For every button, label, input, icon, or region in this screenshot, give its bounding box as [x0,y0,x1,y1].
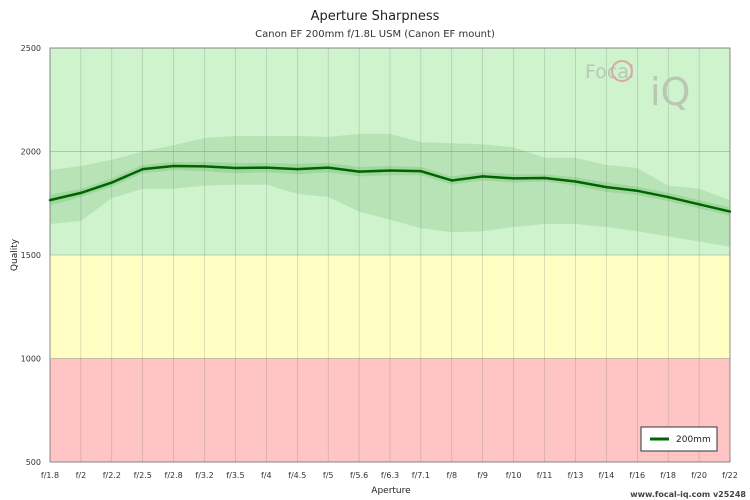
zone-1 [50,255,730,359]
data-point [172,164,175,168]
inner-band [50,161,730,216]
data-point [605,185,608,189]
x-tick-label: f/4 [261,471,272,480]
data-point [48,198,52,202]
x-tick-label: f/5.6 [350,471,368,480]
data-point [357,170,361,173]
x-tick-label: f/22 [722,471,738,480]
footer-credit: www.focal-iq.com v25248 [630,490,746,499]
data-point [110,181,114,184]
logo-brand-b: iQ [650,70,690,114]
x-tick-label: f/8 [447,471,458,480]
x-tick-label: f/16 [629,471,645,480]
x-tick-label: f/5 [323,471,334,480]
data-point [450,179,454,182]
data-point [388,169,392,172]
logo-brand-a: Focal [585,61,634,83]
legend-label-200mm: 200mm [676,435,711,445]
x-tick-label: f/2.5 [134,471,152,480]
x-tick-label: f/1.8 [41,471,59,480]
data-point [79,191,83,195]
x-tick-label: f/6.3 [381,471,399,480]
x-tick-label: f/20 [691,471,707,480]
data-point [234,166,237,170]
zone-0 [50,358,730,462]
data-point [666,195,670,199]
x-tick-label: f/14 [599,471,615,480]
x-tick-label: f/2.8 [165,471,183,480]
x-tick-label: f/11 [537,471,553,480]
y-tick-labels: 500 1000 1500 2000 2500 [21,44,41,467]
data-point [543,176,546,180]
x-tick-label: f/3.2 [195,471,213,480]
x-tick-label: f/4.5 [288,471,306,480]
data-point [203,165,206,168]
x-tick-label: f/13 [568,471,584,480]
y-tick-label: 1500 [21,251,41,260]
y-tick-label: 2000 [21,148,41,157]
data-point [419,169,423,173]
logo-ring-icon [611,60,633,82]
data-point [296,167,299,171]
chart-subtitle: Canon EF 200mm f/1.8L USM (Canon EF moun… [255,29,495,40]
data-point [141,167,144,171]
confidence-bands [50,133,730,247]
legend: 200mm [640,426,718,452]
outer-band [50,133,730,247]
data-point [728,210,732,213]
data-point [265,166,268,169]
data-point [636,189,639,193]
x-axis-label: Aperture [371,486,411,496]
x-tick-label: f/18 [660,471,676,480]
x-tick-labels: f/1.8 f/2 f/2.2 f/2.5 f/2.8 f/3.2 f/3.5 f/4 f/4.… [41,471,738,480]
x-tick-label: f/2 [76,471,87,480]
x-tick-label: f/3.5 [226,471,244,480]
x-tick-label: f/2.2 [103,471,121,480]
plot-frame [49,47,731,463]
y-tick-label: 1000 [21,355,41,364]
data-point [574,180,577,183]
x-tick-label: f/10 [506,471,522,480]
data-point [512,177,515,180]
y-axis-label: Quality [10,238,20,271]
x-tick-label: f/7.1 [412,471,430,480]
data-point [481,175,484,178]
y-tick-label: 2500 [21,44,41,53]
y-tick-label: 500 [26,458,41,467]
series-group [48,164,732,213]
x-tick-label: f/9 [477,471,488,480]
chart-title: Aperture Sharpness [311,9,440,24]
focal-iq-logo: Focal iQ [585,60,690,114]
grid-lines [49,47,731,463]
data-point [697,203,701,206]
data-point [326,166,330,169]
